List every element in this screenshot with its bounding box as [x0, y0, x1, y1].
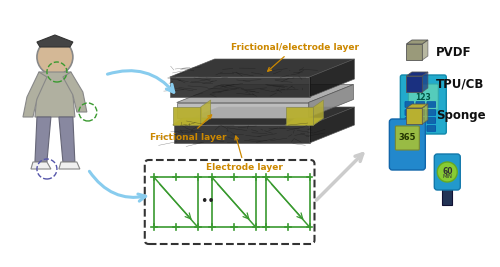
Polygon shape — [406, 72, 428, 76]
Text: TPU/CB: TPU/CB — [436, 77, 484, 91]
FancyBboxPatch shape — [405, 125, 413, 131]
Polygon shape — [170, 59, 354, 77]
Polygon shape — [286, 118, 324, 125]
FancyBboxPatch shape — [427, 109, 436, 115]
Polygon shape — [286, 107, 314, 125]
Polygon shape — [406, 40, 428, 44]
Circle shape — [438, 162, 458, 182]
FancyArrowPatch shape — [316, 154, 362, 200]
FancyBboxPatch shape — [416, 109, 424, 115]
Text: 365: 365 — [398, 134, 416, 143]
Polygon shape — [35, 72, 75, 117]
Polygon shape — [176, 103, 308, 117]
Text: 123: 123 — [416, 92, 431, 101]
Text: Sponge: Sponge — [436, 109, 486, 123]
Polygon shape — [170, 77, 310, 97]
FancyBboxPatch shape — [405, 109, 413, 115]
Polygon shape — [406, 104, 428, 108]
Polygon shape — [174, 107, 354, 125]
Polygon shape — [200, 100, 210, 125]
Polygon shape — [37, 35, 73, 47]
Polygon shape — [406, 44, 422, 60]
Polygon shape — [35, 117, 51, 162]
Polygon shape — [442, 155, 452, 172]
Polygon shape — [59, 117, 75, 162]
FancyBboxPatch shape — [396, 126, 419, 150]
Polygon shape — [23, 72, 47, 117]
Polygon shape — [31, 162, 51, 169]
Polygon shape — [310, 59, 354, 97]
FancyBboxPatch shape — [400, 75, 446, 134]
FancyBboxPatch shape — [416, 102, 424, 107]
Polygon shape — [176, 84, 354, 103]
Text: Frictional layer: Frictional layer — [150, 115, 226, 142]
Text: ••: •• — [200, 195, 215, 209]
FancyBboxPatch shape — [434, 154, 460, 190]
Polygon shape — [422, 40, 428, 60]
Text: PVDF: PVDF — [436, 45, 472, 58]
FancyArrowPatch shape — [90, 171, 146, 201]
FancyBboxPatch shape — [427, 125, 436, 131]
Polygon shape — [422, 72, 428, 92]
Polygon shape — [422, 104, 428, 124]
Polygon shape — [172, 118, 210, 125]
Polygon shape — [442, 189, 452, 205]
Text: MIN: MIN — [442, 174, 452, 179]
Polygon shape — [174, 125, 310, 143]
FancyBboxPatch shape — [408, 84, 438, 110]
Text: Frictional/electrode layer: Frictional/electrode layer — [230, 43, 358, 71]
Polygon shape — [406, 76, 422, 92]
Polygon shape — [406, 108, 422, 124]
Text: 60: 60 — [442, 167, 452, 175]
FancyBboxPatch shape — [405, 102, 413, 107]
Circle shape — [37, 39, 73, 75]
FancyBboxPatch shape — [390, 119, 426, 170]
FancyBboxPatch shape — [416, 125, 424, 131]
FancyBboxPatch shape — [405, 117, 413, 123]
Polygon shape — [308, 84, 354, 117]
Polygon shape — [59, 162, 80, 169]
Polygon shape — [172, 107, 201, 125]
FancyBboxPatch shape — [427, 117, 436, 123]
Polygon shape — [314, 100, 324, 125]
Text: Electrode layer: Electrode layer — [206, 136, 283, 172]
FancyArrowPatch shape — [108, 71, 174, 92]
Polygon shape — [63, 72, 87, 112]
FancyBboxPatch shape — [416, 117, 424, 123]
Polygon shape — [310, 107, 354, 143]
FancyBboxPatch shape — [427, 102, 436, 107]
FancyBboxPatch shape — [145, 160, 314, 244]
